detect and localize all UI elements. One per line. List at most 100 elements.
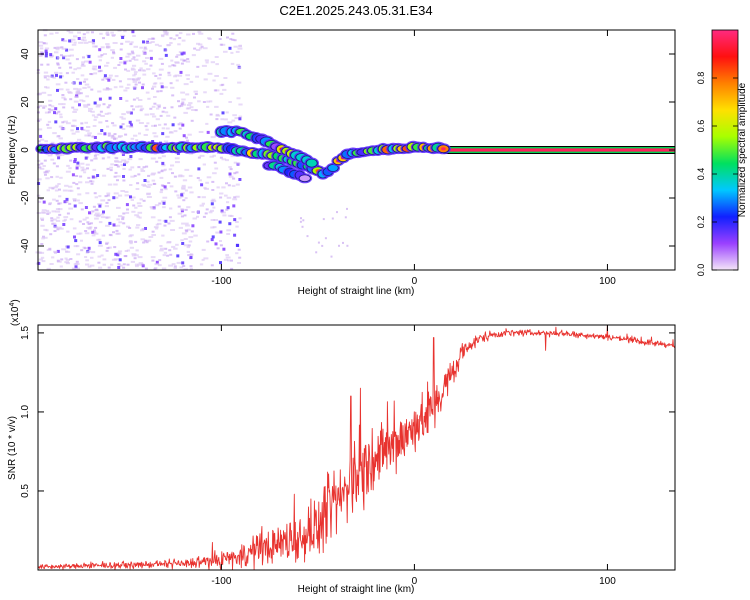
noise-speck: [158, 156, 162, 159]
noise-speck: [83, 80, 86, 83]
noise-speck: [58, 213, 62, 216]
noise-speck: [95, 105, 101, 108]
noise-speck: [78, 181, 83, 184]
noise-speck: [126, 52, 131, 55]
noise-speck: [186, 206, 191, 209]
noise-speck: [37, 182, 41, 185]
noise-speck: [76, 267, 80, 270]
noise-speck: [69, 159, 73, 162]
noise-speck: [219, 43, 223, 46]
noise-speck: [324, 237, 327, 240]
noise-speck: [218, 220, 222, 224]
noise-speck: [89, 180, 93, 183]
noise-speck: [124, 160, 130, 163]
noise-speck: [60, 258, 64, 261]
noise-speck: [105, 120, 109, 122]
noise-speck: [44, 47, 50, 50]
noise-speck: [91, 31, 94, 34]
noise-speck: [175, 79, 179, 82]
noise-speck: [346, 207, 348, 210]
noise-speck: [226, 196, 232, 199]
noise-speck: [90, 88, 94, 91]
noise-speck: [158, 44, 162, 47]
noise-speck: [169, 42, 173, 44]
noise-speck: [144, 227, 147, 230]
noise-speck: [61, 103, 66, 106]
noise-speck: [167, 241, 172, 243]
noise-speck: [138, 158, 143, 161]
noise-speck: [141, 86, 144, 90]
noise-speck: [143, 48, 148, 51]
noise-speck: [212, 79, 216, 82]
noise-speck: [139, 67, 143, 70]
noise-speck: [105, 88, 110, 91]
noise-speck: [144, 113, 150, 116]
noise-speck: [203, 78, 208, 81]
noise-speck: [177, 43, 181, 46]
noise-speck: [216, 186, 220, 189]
noise-speck: [38, 41, 44, 44]
noise-speck: [68, 207, 73, 210]
noise-speck: [113, 66, 117, 69]
spectrogram-ytick-label: 0: [20, 147, 31, 153]
noise-speck: [116, 253, 120, 257]
noise-speck: [192, 217, 197, 220]
noise-speck: [196, 177, 200, 179]
noise-speck: [228, 46, 232, 50]
noise-speck: [113, 137, 117, 140]
noise-speck: [147, 38, 153, 40]
noise-speck: [227, 259, 231, 262]
noise-speck: [49, 263, 54, 265]
noise-speck: [136, 224, 141, 227]
noise-speck: [139, 46, 143, 49]
noise-speck: [124, 250, 128, 252]
noise-speck: [60, 127, 66, 130]
noise-speck: [108, 221, 112, 225]
noise-speck: [134, 83, 138, 86]
noise-speck: [90, 159, 94, 162]
noise-speck: [183, 59, 187, 62]
noise-speck: [143, 46, 147, 49]
noise-speck: [74, 265, 78, 269]
noise-speck: [206, 176, 212, 179]
noise-speck: [128, 241, 133, 244]
noise-speck: [102, 37, 105, 40]
noise-speck: [137, 263, 143, 266]
noise-speck: [71, 132, 76, 135]
noise-speck: [159, 82, 164, 85]
noise-speck: [105, 201, 109, 204]
noise-speck: [136, 202, 142, 205]
noise-speck: [148, 236, 154, 238]
noise-speck: [94, 153, 100, 156]
noise-speck: [193, 234, 198, 237]
noise-speck: [189, 191, 194, 194]
noise-speck: [186, 78, 190, 80]
noise-speck: [77, 138, 82, 141]
noise-speck: [187, 133, 192, 136]
noise-speck: [197, 167, 201, 171]
noise-speck: [235, 221, 239, 223]
noise-speck: [181, 101, 185, 104]
noise-speck: [110, 56, 114, 59]
noise-speck: [176, 54, 180, 56]
noise-speck: [112, 153, 116, 156]
noise-speck: [181, 123, 185, 127]
noise-speck: [166, 114, 171, 117]
noise-speck: [155, 260, 159, 264]
noise-speck: [53, 250, 58, 253]
noise-speck: [91, 114, 96, 117]
noise-speck: [101, 157, 105, 160]
noise-speck: [118, 258, 122, 262]
noise-speck: [235, 252, 239, 255]
noise-speck: [113, 175, 117, 178]
noise-speck: [220, 118, 224, 121]
noise-speck: [146, 122, 150, 125]
noise-speck: [101, 234, 106, 237]
noise-speck: [146, 186, 151, 188]
spectrogram-xtick-label: -100: [211, 276, 231, 287]
noise-speck: [97, 261, 101, 264]
noise-speck: [230, 259, 233, 262]
noise-speck: [121, 123, 125, 126]
snr-line: [37, 324, 676, 570]
noise-speck: [170, 59, 174, 62]
